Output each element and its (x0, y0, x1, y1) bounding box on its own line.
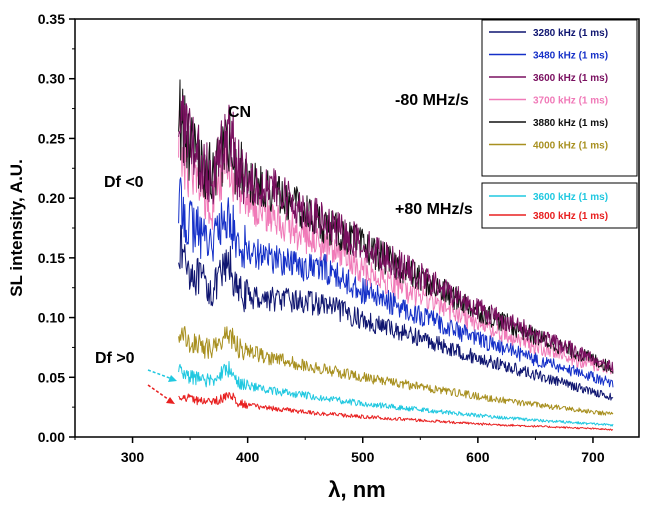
x-tick-label: 600 (466, 449, 490, 465)
y-axis-ticks: 0.00 0.05 0.10 0.15 0.20 0.25 0.30 0.35 (38, 11, 75, 445)
legend-group-negative-rate: -80 MHz/s (395, 92, 469, 109)
series-line (178, 224, 614, 401)
df-positive-annotation: Df >0 (95, 350, 135, 367)
y-axis-title: SL intensity, A.U. (7, 159, 26, 297)
y-tick-label: 0.35 (38, 11, 65, 27)
legend-label: 3600 kHz (1 ms) (533, 192, 608, 203)
y-tick-label: 0.00 (38, 429, 65, 445)
legend-label: 3600 kHz (1 ms) (533, 73, 608, 84)
y-tick-label: 0.15 (38, 250, 65, 266)
legend-label: 3800 kHz (1 ms) (533, 211, 608, 222)
df-positive-arrows (147, 369, 177, 404)
x-axis-ticks: 300 400 500 600 700 (74, 437, 605, 465)
x-axis-title: λ, nm (328, 477, 385, 502)
cn-annotation: CN (228, 104, 251, 121)
y-tick-label: 0.05 (38, 369, 65, 385)
x-tick-label: 500 (351, 449, 375, 465)
y-tick-label: 0.30 (38, 71, 65, 87)
legend-label: 3280 kHz (1 ms) (533, 28, 608, 39)
series-line (178, 326, 614, 416)
series-line (178, 95, 614, 373)
df-negative-annotation: Df <0 (104, 174, 144, 191)
legend-box-negative (481, 19, 638, 177)
legend: 3280 kHz (1 ms) 3480 kHz (1 ms) 3600 kHz (… (489, 28, 608, 222)
legend-group-positive-rate: +80 MHz/s (395, 201, 473, 218)
series-line (178, 392, 614, 431)
legend-label: 3880 kHz (1 ms) (533, 118, 608, 129)
series-line (178, 177, 614, 388)
x-tick-label: 400 (236, 449, 260, 465)
series-layer (178, 79, 614, 431)
y-tick-label: 0.20 (38, 190, 65, 206)
legend-label: 4000 kHz (1 ms) (533, 141, 608, 152)
legend-label: 3480 kHz (1 ms) (533, 51, 608, 62)
y-tick-label: 0.25 (38, 130, 65, 146)
y-tick-label: 0.10 (38, 310, 65, 326)
series-line (178, 361, 614, 427)
legend-label: 3700 kHz (1 ms) (533, 96, 608, 107)
x-tick-label: 700 (581, 449, 605, 465)
x-tick-label: 300 (121, 449, 145, 465)
legend-box-positive (481, 182, 638, 229)
